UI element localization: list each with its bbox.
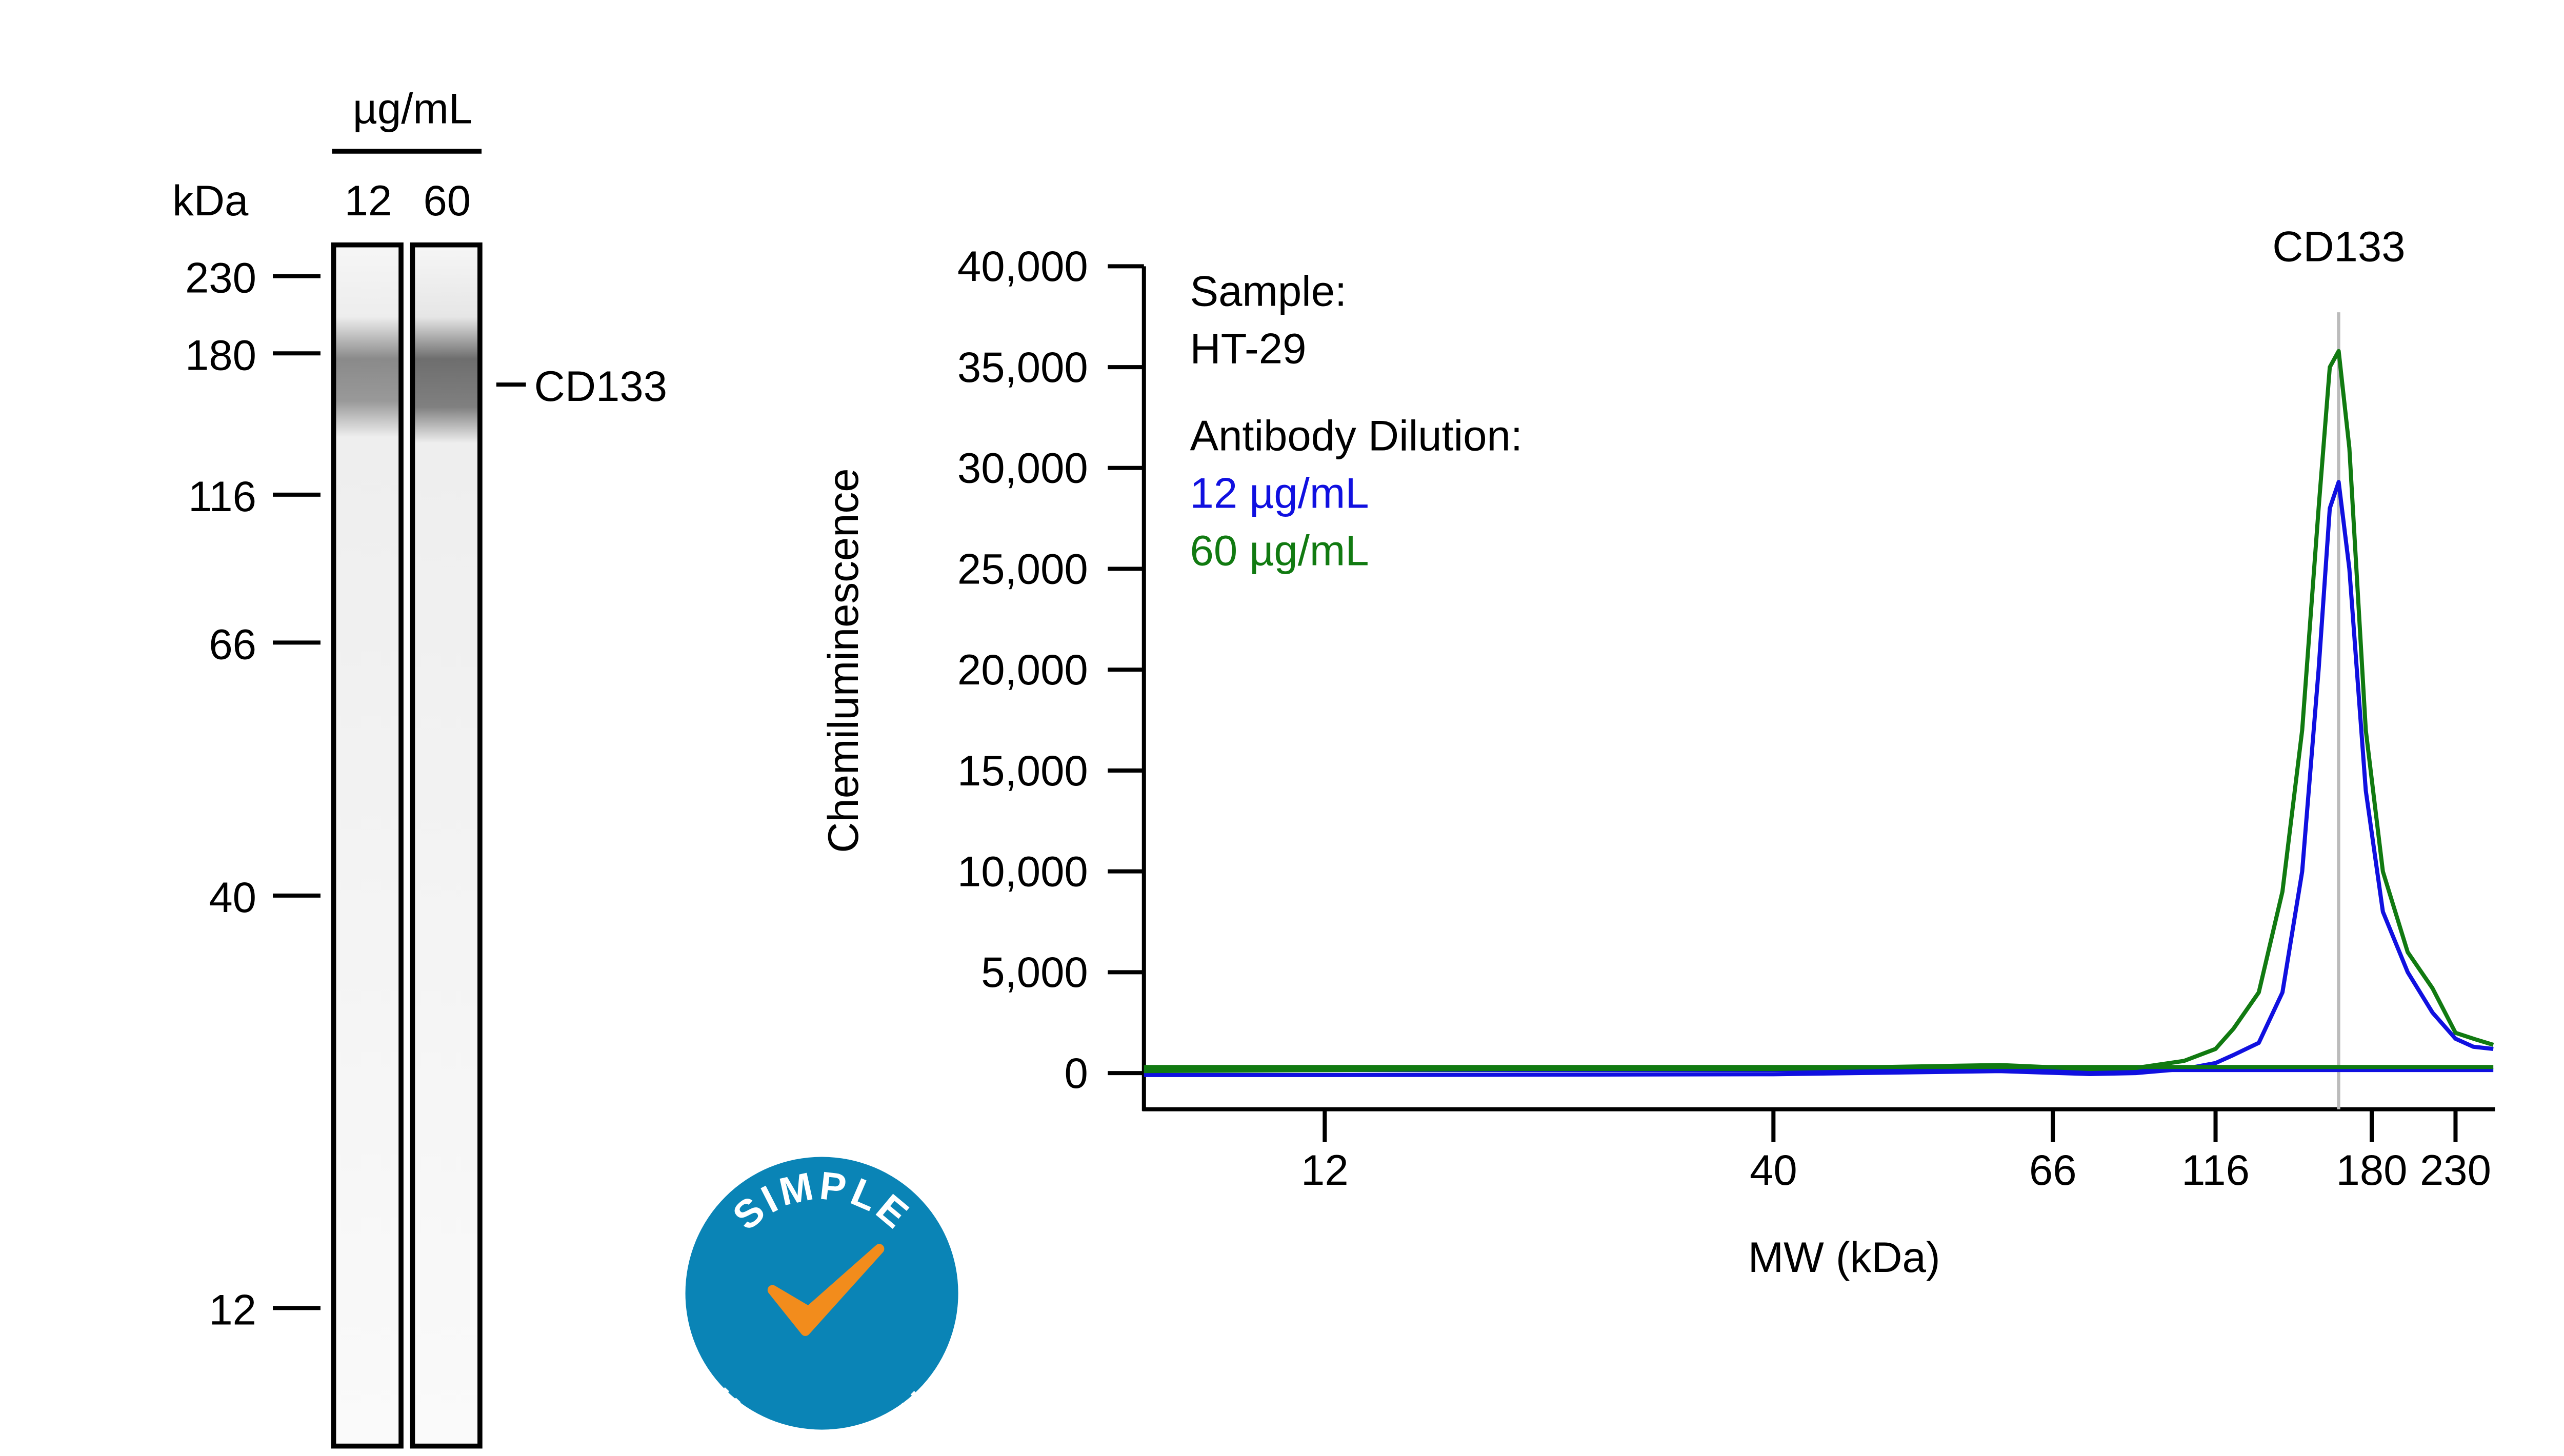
marker-label: 116 [188,473,256,520]
y-tick-label: 0 [1064,1049,1088,1097]
legend-sample: HT-29 [1190,325,1307,372]
x-tick-label: 40 [1750,1146,1797,1194]
marker-label: 180 [185,331,256,379]
legend-series-2: 60 µg/mL [1190,527,1369,575]
marker-label: 40 [209,874,256,921]
y-tick-label: 5,000 [981,948,1088,996]
legend-dilution-title: Antibody Dilution: [1190,412,1523,459]
svg-text:©2014: ©2014 [936,1370,965,1406]
marker-label: 12 [209,1286,256,1333]
x-tick-label: 66 [2029,1146,2077,1194]
y-tick-label: 10,000 [957,847,1088,895]
legend-sample-title: Sample: [1190,267,1347,315]
legend-series-1: 12 µg/mL [1190,470,1369,517]
simple-western-logo: SIMPLE WESTERN ©2014 [685,1157,965,1456]
lane-image: µg/mL kDa 12 60 230 180 116 66 40 12 CD133 [172,85,667,1449]
lane-1 [331,242,404,1449]
unit-label: µg/mL [353,85,472,133]
y-tick-label: 35,000 [957,343,1088,391]
x-tick-label: 116 [2181,1146,2250,1194]
marker-label: 230 [185,254,256,302]
band-label: CD133 [534,362,667,410]
lane-label-1: 12 [345,177,392,225]
checkmark-icon [767,1244,885,1336]
kda-label: kDa [172,177,249,225]
marker-label: 66 [209,620,256,668]
electropherogram-chart: 0 5,000 10,000 15,000 20,000 25,000 30,000 35,0… [819,223,2495,1281]
lane-2 [410,242,483,1449]
y-axis-label: Chemiluminescence [819,468,867,853]
x-axis-label: MW (kDa) [1748,1233,1940,1281]
y-tick-label: 20,000 [957,646,1088,694]
y-tick-label: 30,000 [957,444,1088,492]
series-line-2 [1144,349,2494,1074]
y-tick-label: 15,000 [957,747,1088,795]
x-tick-label: 230 [2420,1146,2491,1194]
y-tick-label: 40,000 [957,242,1088,290]
x-tick-label: 12 [1301,1146,1349,1194]
peak-label: CD133 [2272,223,2405,271]
lane-label-2: 60 [423,177,471,225]
x-tick-label: 180 [2336,1146,2407,1194]
series-line-1 [1144,480,2494,1077]
y-tick-label: 25,000 [957,545,1088,593]
